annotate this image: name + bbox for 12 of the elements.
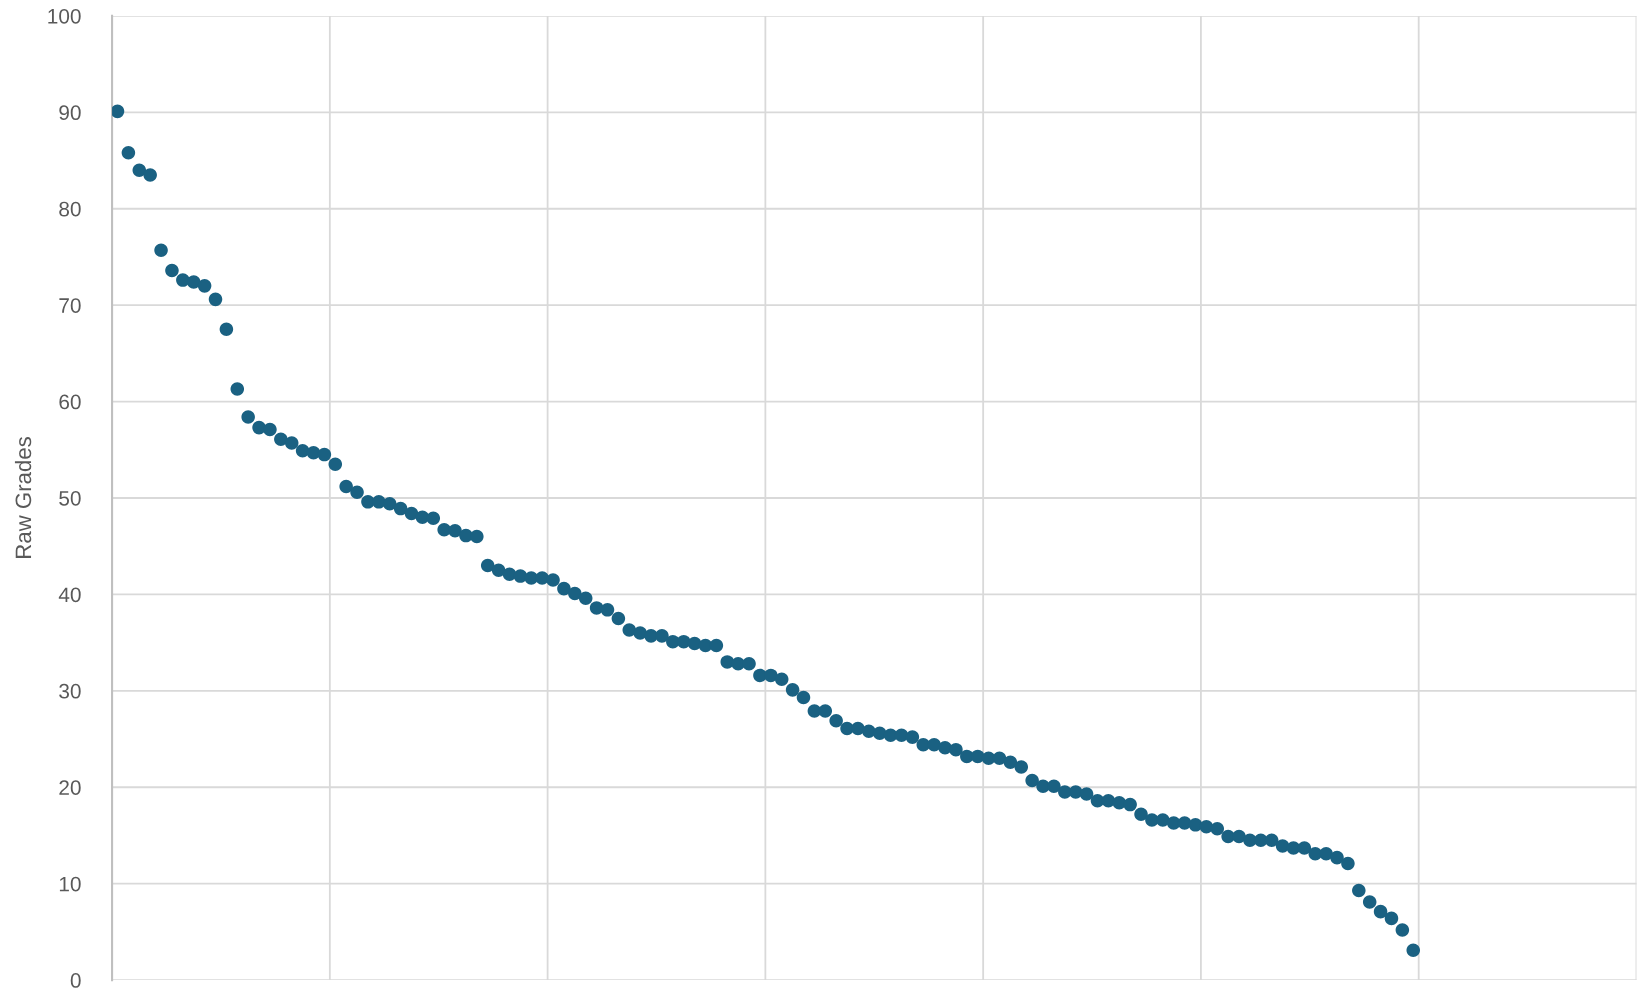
y-tick-label: 40 [58, 587, 81, 603]
y-tick-label: 80 [59, 201, 81, 217]
y-tick-label: 0 [70, 973, 81, 988]
y-tick-label: 100 [48, 8, 81, 24]
y-tick-label: 50 [59, 491, 81, 506]
y-tick-label: 10 [59, 876, 81, 892]
y-tick-label: 90 [59, 105, 81, 121]
y-tick-label: 30 [59, 683, 81, 699]
y-tick-label: 20 [59, 780, 81, 795]
y-tick-label: 60 [59, 394, 81, 410]
y-axis-title: Raw Grades [14, 437, 32, 558]
y-tick-label: 70 [59, 298, 81, 313]
